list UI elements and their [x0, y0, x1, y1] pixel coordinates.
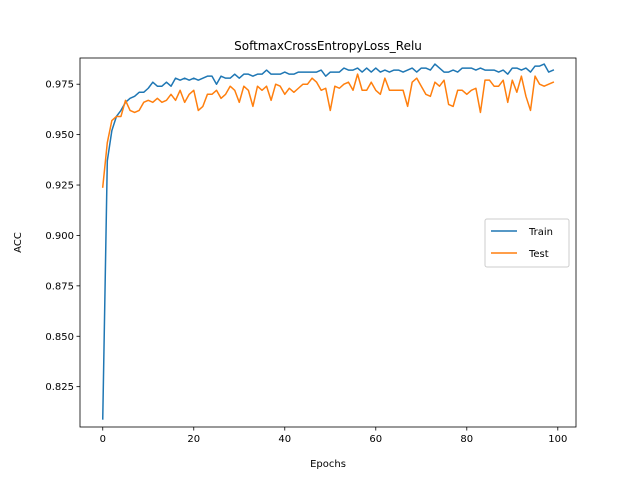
series-line-test: [101, 73, 555, 188]
y-tick-label: 0.950: [45, 130, 74, 141]
y-tick-label: 0.850: [45, 332, 74, 343]
legend-box: [484, 218, 570, 268]
x-tick-label: 40: [278, 434, 291, 445]
axes-frame: [79, 57, 577, 428]
x-tick-label: 100: [548, 434, 567, 445]
chart-title: SoftmaxCrossEntropyLoss_Relu: [234, 39, 422, 53]
y-tick-label: 0.925: [45, 181, 74, 192]
y-axis-ticks: 0.825 0.850 0.875 0.900 0.925 0.950 0.975: [45, 80, 80, 393]
legend-label-test: Test: [528, 249, 549, 260]
x-tick-label: 0: [100, 434, 106, 445]
legend-label-train: Train: [528, 227, 553, 238]
x-tick-label: 20: [187, 434, 200, 445]
legend: Train Test: [484, 218, 570, 268]
series-line-train: [101, 63, 555, 420]
x-tick-label: 60: [369, 434, 382, 445]
y-tick-label: 0.825: [45, 382, 74, 393]
series-lines: [101, 63, 555, 420]
y-tick-label: 0.875: [45, 281, 74, 292]
y-axis-label: ACC: [13, 232, 24, 253]
x-tick-label: 80: [460, 434, 473, 445]
x-axis-ticks: 0 20 40 60 80 100: [100, 427, 567, 445]
x-axis-label: Epochs: [310, 459, 346, 470]
y-tick-label: 0.900: [45, 231, 74, 242]
y-tick-label: 0.975: [45, 80, 74, 91]
